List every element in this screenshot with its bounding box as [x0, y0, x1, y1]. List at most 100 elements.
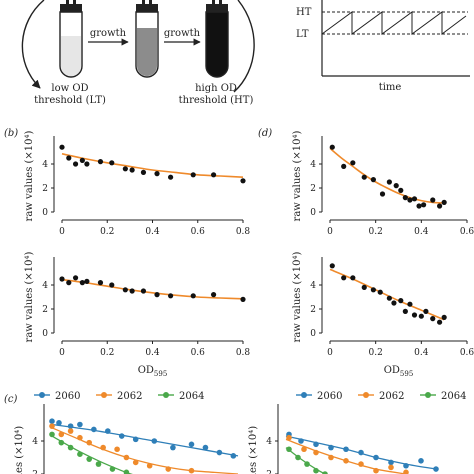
series-point	[418, 458, 424, 464]
data-point	[79, 157, 85, 163]
data-point	[421, 202, 427, 208]
high-od-label: high OD	[195, 83, 237, 94]
data-point	[437, 203, 443, 209]
recycle-arc-left	[21, 0, 45, 89]
chart-b-top: 0 2 4 0 0.2 0.4 0.6 0.8 raw values (×10⁴)	[24, 130, 250, 237]
data-point	[441, 199, 447, 205]
series-point	[49, 423, 55, 429]
fit-curve	[329, 147, 445, 204]
tube-high	[205, 0, 229, 78]
data-point	[377, 289, 383, 295]
series-point	[313, 449, 319, 456]
series-point	[123, 454, 130, 461]
x-tick-label: 0.2	[100, 227, 114, 237]
data-point	[97, 159, 104, 165]
data-point	[398, 298, 404, 304]
series-point	[109, 466, 116, 472]
series-point	[49, 431, 55, 438]
data-point	[393, 183, 399, 189]
x-tick-label: 0	[327, 227, 333, 237]
legend-marker	[39, 392, 45, 398]
series-point	[373, 454, 379, 461]
x-axis-label-sub: 595	[400, 370, 413, 378]
chart-plot-area	[285, 431, 439, 474]
series-point	[313, 441, 319, 448]
schematic-panel: growth growth low OD threshold (LT) high…	[21, 0, 470, 106]
series-point	[373, 467, 379, 474]
y-tick-label: 2	[310, 305, 316, 315]
chart-b-bottom: 0 2 4 0 0.2 0.4 0.6 0.8 raw values (×10⁴) OD595	[24, 251, 250, 378]
data-point	[59, 276, 65, 282]
series-point	[67, 428, 74, 434]
data-point	[154, 292, 160, 298]
series-point	[322, 471, 328, 474]
data-point	[122, 287, 128, 293]
series-point	[77, 434, 83, 441]
series-point	[100, 444, 106, 451]
panel-label-b: (b)	[4, 128, 18, 139]
data-point	[398, 187, 404, 193]
series-point	[295, 454, 301, 461]
data-point	[97, 280, 104, 286]
y-tick-label: 4	[266, 437, 272, 447]
data-point	[240, 296, 246, 302]
legend-entry: 2060	[55, 391, 80, 402]
legend: 2060 2062 2064	[296, 391, 466, 402]
x-tick-label: 0.6	[191, 348, 206, 358]
y-tick-label: 2	[42, 305, 48, 315]
series-point	[304, 461, 310, 467]
series-point	[328, 454, 334, 461]
series-point	[132, 459, 139, 466]
low-od-label: low OD	[51, 83, 88, 94]
series-point	[132, 436, 139, 443]
y-axis-label: values (×10⁴)	[14, 426, 25, 474]
data-point	[386, 295, 392, 301]
series-point	[403, 469, 409, 474]
legend-entry: 2062	[379, 391, 404, 402]
series-point	[170, 444, 176, 451]
chart-plot-area	[49, 418, 239, 474]
data-point	[168, 174, 174, 180]
legend: 2060 2062 2064	[34, 391, 204, 402]
x-tick-label: 0.8	[236, 227, 251, 237]
tube-mid	[135, 0, 159, 78]
data-point	[370, 177, 376, 183]
x-axis-label-main: OD	[138, 365, 154, 376]
series-point	[67, 444, 74, 451]
tube-low	[59, 0, 83, 78]
series-point	[358, 461, 364, 467]
data-point	[66, 280, 72, 286]
data-point	[190, 172, 196, 178]
series-point	[202, 444, 209, 451]
data-point	[391, 300, 397, 306]
data-point	[361, 174, 367, 180]
time-axis-label: time	[379, 82, 402, 93]
y-tick-label: 0	[310, 329, 316, 339]
series-point	[388, 459, 394, 466]
data-point	[66, 155, 72, 161]
y-tick-label: 2	[310, 184, 316, 194]
data-point	[361, 284, 367, 290]
data-point	[84, 161, 90, 167]
series-point	[123, 469, 130, 474]
series-point	[216, 449, 223, 456]
chart-c-right: 2 4 values (×10⁴) 2060 2062 2064	[248, 391, 466, 474]
tube-low-fill	[61, 36, 81, 76]
data-point	[430, 316, 436, 322]
data-point	[329, 263, 335, 269]
x-tick-label: 0.8	[236, 348, 251, 358]
series-point	[77, 421, 83, 428]
series-point	[91, 426, 97, 433]
data-point	[168, 293, 174, 299]
data-point	[72, 275, 79, 281]
low-od-threshold-label: threshold (LT)	[34, 95, 106, 106]
series-fit-curve	[51, 423, 239, 457]
growth-label-2: growth	[164, 28, 201, 39]
series-point	[286, 434, 292, 441]
data-point	[140, 169, 147, 175]
series-point	[188, 441, 195, 448]
y-tick-label: 2	[42, 184, 48, 194]
data-point	[79, 280, 85, 286]
panel-label-d: (d)	[258, 128, 272, 139]
